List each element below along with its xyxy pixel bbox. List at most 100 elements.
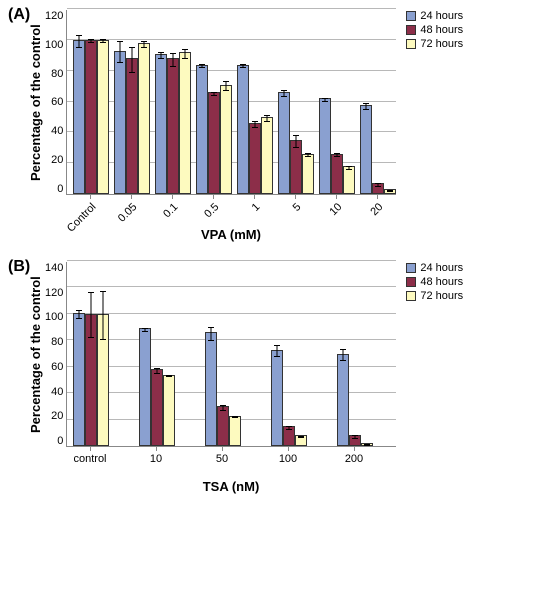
figure-container: (A) Percentage of the control 1201008060… xyxy=(10,10,547,494)
bar-group xyxy=(271,350,307,446)
bar-group xyxy=(237,65,273,195)
bar-s48 xyxy=(208,92,220,194)
bar-s24 xyxy=(337,354,349,447)
y-tick-label: 40 xyxy=(51,386,63,398)
bar-s48 xyxy=(85,40,97,194)
panel-a: (A) Percentage of the control 1201008060… xyxy=(10,10,547,242)
bar-s72 xyxy=(261,117,273,194)
x-tick-label: 0.05 xyxy=(116,201,140,225)
legend-label-72h: 72 hours xyxy=(420,290,463,302)
bar-group xyxy=(360,105,396,194)
y-tick-label: 140 xyxy=(45,262,63,274)
panel-a-plot-area xyxy=(66,10,396,195)
legend-label-24h: 24 hours xyxy=(420,262,463,274)
grid-line xyxy=(67,286,396,287)
bar-s48 xyxy=(349,435,361,446)
legend-label-72h: 72 hours xyxy=(420,38,463,50)
legend-item-24h: 24 hours xyxy=(406,262,463,274)
bar-s24 xyxy=(139,328,151,446)
bar-s72 xyxy=(302,154,314,194)
panel-b-x-ticks: control1050100200 xyxy=(66,447,396,479)
x-tick-label: 50 xyxy=(197,453,247,465)
bar-s72 xyxy=(384,189,396,194)
panel-a-label: (A) xyxy=(8,6,30,24)
bar-group xyxy=(278,92,314,194)
bar-s48 xyxy=(126,58,138,194)
legend-swatch-72h xyxy=(406,291,416,301)
bar-s72 xyxy=(97,314,109,446)
y-tick-label: 80 xyxy=(51,336,63,348)
bar-s48 xyxy=(290,140,302,194)
legend-label-48h: 48 hours xyxy=(420,24,463,36)
bar-s24 xyxy=(319,98,331,194)
bar-s72 xyxy=(163,375,175,446)
legend-label-24h: 24 hours xyxy=(420,10,463,22)
x-tick-label: 10 xyxy=(327,201,344,218)
grid-line xyxy=(67,39,396,40)
bar-s24 xyxy=(278,92,290,194)
legend-swatch-24h xyxy=(406,263,416,273)
bar-s48 xyxy=(167,58,179,194)
bar-s72 xyxy=(295,435,307,446)
x-tick-label: 0.1 xyxy=(161,201,180,220)
panel-a-legend: 24 hours 48 hours 72 hours xyxy=(406,10,463,52)
legend-swatch-24h xyxy=(406,11,416,21)
bar-s48 xyxy=(331,154,343,194)
bar-group xyxy=(73,40,109,194)
legend-item-24h: 24 hours xyxy=(406,10,463,22)
panel-a-y-axis-label: Percentage of the control xyxy=(28,10,43,195)
legend-label-48h: 48 hours xyxy=(420,276,463,288)
grid-line xyxy=(67,260,396,261)
panel-a-x-ticks: Control0.050.10.5151020 xyxy=(66,195,396,227)
bar-s24 xyxy=(205,332,217,446)
y-tick-label: 120 xyxy=(45,287,63,299)
bar-s24 xyxy=(196,65,208,195)
legend-swatch-72h xyxy=(406,39,416,49)
y-tick-label: 80 xyxy=(51,68,63,80)
bar-group xyxy=(337,354,373,447)
bar-s72 xyxy=(138,43,150,194)
bar-group xyxy=(73,313,109,446)
x-tick-label: 5 xyxy=(291,201,304,214)
bar-s48 xyxy=(85,314,97,446)
panel-b-y-axis-label: Percentage of the control xyxy=(28,262,43,447)
y-tick-label: 40 xyxy=(51,125,63,137)
legend-item-72h: 72 hours xyxy=(406,38,463,50)
y-tick-label: 100 xyxy=(45,311,63,323)
panel-a-y-ticks: 120 100 80 60 40 20 0 xyxy=(45,10,66,195)
panel-b-label: (B) xyxy=(8,258,30,276)
panel-b-y-ticks: 140120100806040200 xyxy=(45,262,66,447)
y-tick-label: 60 xyxy=(51,96,63,108)
panel-b-x-axis-label: TSA (nM) xyxy=(66,479,396,494)
bar-s24 xyxy=(114,51,126,194)
x-tick-label: 0.5 xyxy=(202,201,221,220)
y-tick-label: 20 xyxy=(51,410,63,422)
x-tick-label: control xyxy=(65,453,115,465)
bar-group xyxy=(196,65,232,195)
bar-s72 xyxy=(97,40,109,194)
bar-group xyxy=(155,52,191,194)
x-tick-label: 10 xyxy=(131,453,181,465)
bar-s48 xyxy=(151,369,163,446)
bar-s72 xyxy=(220,85,232,194)
x-tick-label: 1 xyxy=(250,201,263,214)
x-tick-label: 200 xyxy=(329,453,379,465)
x-tick-label: 20 xyxy=(368,201,385,218)
y-tick-label: 0 xyxy=(57,435,63,447)
grid-line xyxy=(67,8,396,9)
y-tick-label: 0 xyxy=(57,183,63,195)
bar-s72 xyxy=(343,166,355,194)
y-tick-label: 120 xyxy=(45,10,63,22)
bar-s72 xyxy=(361,443,373,446)
bar-group xyxy=(114,43,150,194)
bar-s48 xyxy=(283,426,295,446)
y-tick-label: 20 xyxy=(51,154,63,166)
bar-s24 xyxy=(271,350,283,446)
bar-group xyxy=(139,328,175,446)
bar-s24 xyxy=(155,54,167,194)
y-tick-label: 100 xyxy=(45,39,63,51)
bar-group xyxy=(205,332,241,446)
grid-line xyxy=(67,313,396,314)
panel-b-plot-area xyxy=(66,262,396,447)
bar-s24 xyxy=(237,65,249,195)
